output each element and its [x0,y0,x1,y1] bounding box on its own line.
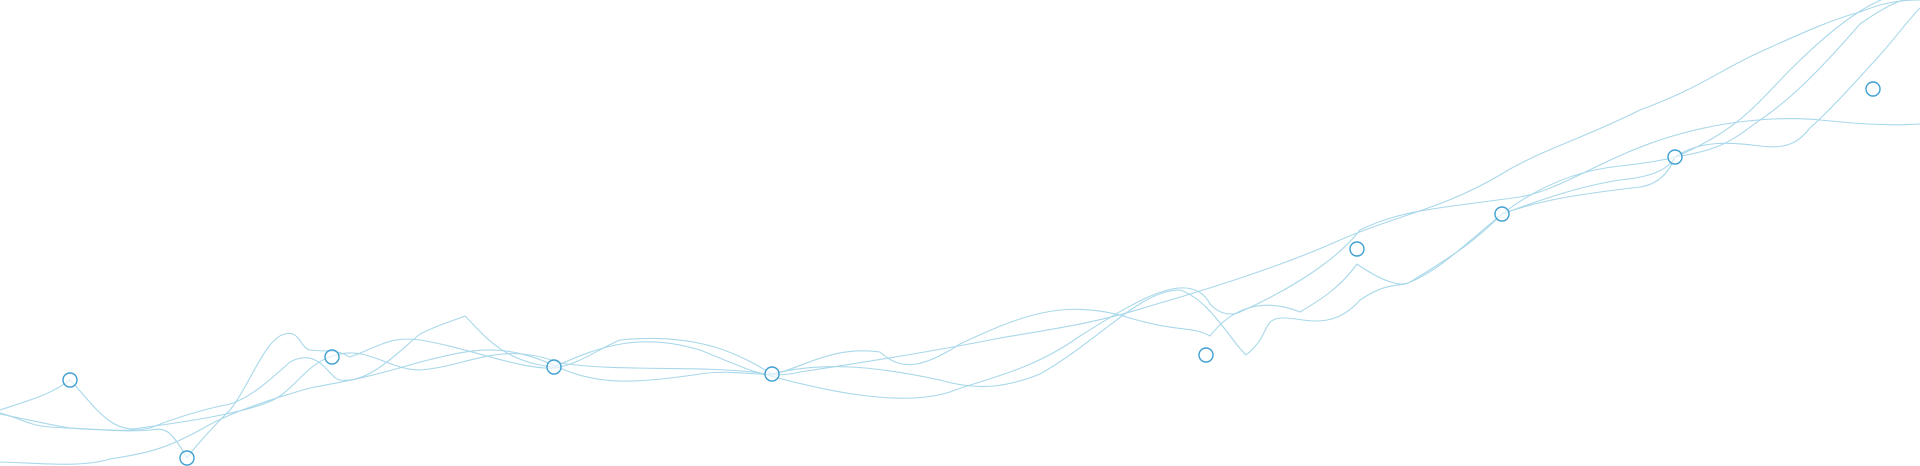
node-circle [1494,206,1510,222]
node-circle [179,450,195,466]
node-circle [1198,347,1214,363]
node-circle [546,359,562,375]
node-circle [764,366,780,382]
wave-nodes [62,81,1881,466]
node-circle [324,349,340,365]
wave-line-2 [0,118,1920,430]
wave-line-4 [0,0,1905,431]
node-circle [1349,241,1365,257]
node-circle [62,372,78,388]
node-circle [1865,81,1881,97]
wave-line-5 [1501,7,1920,215]
node-circle [1667,149,1683,165]
